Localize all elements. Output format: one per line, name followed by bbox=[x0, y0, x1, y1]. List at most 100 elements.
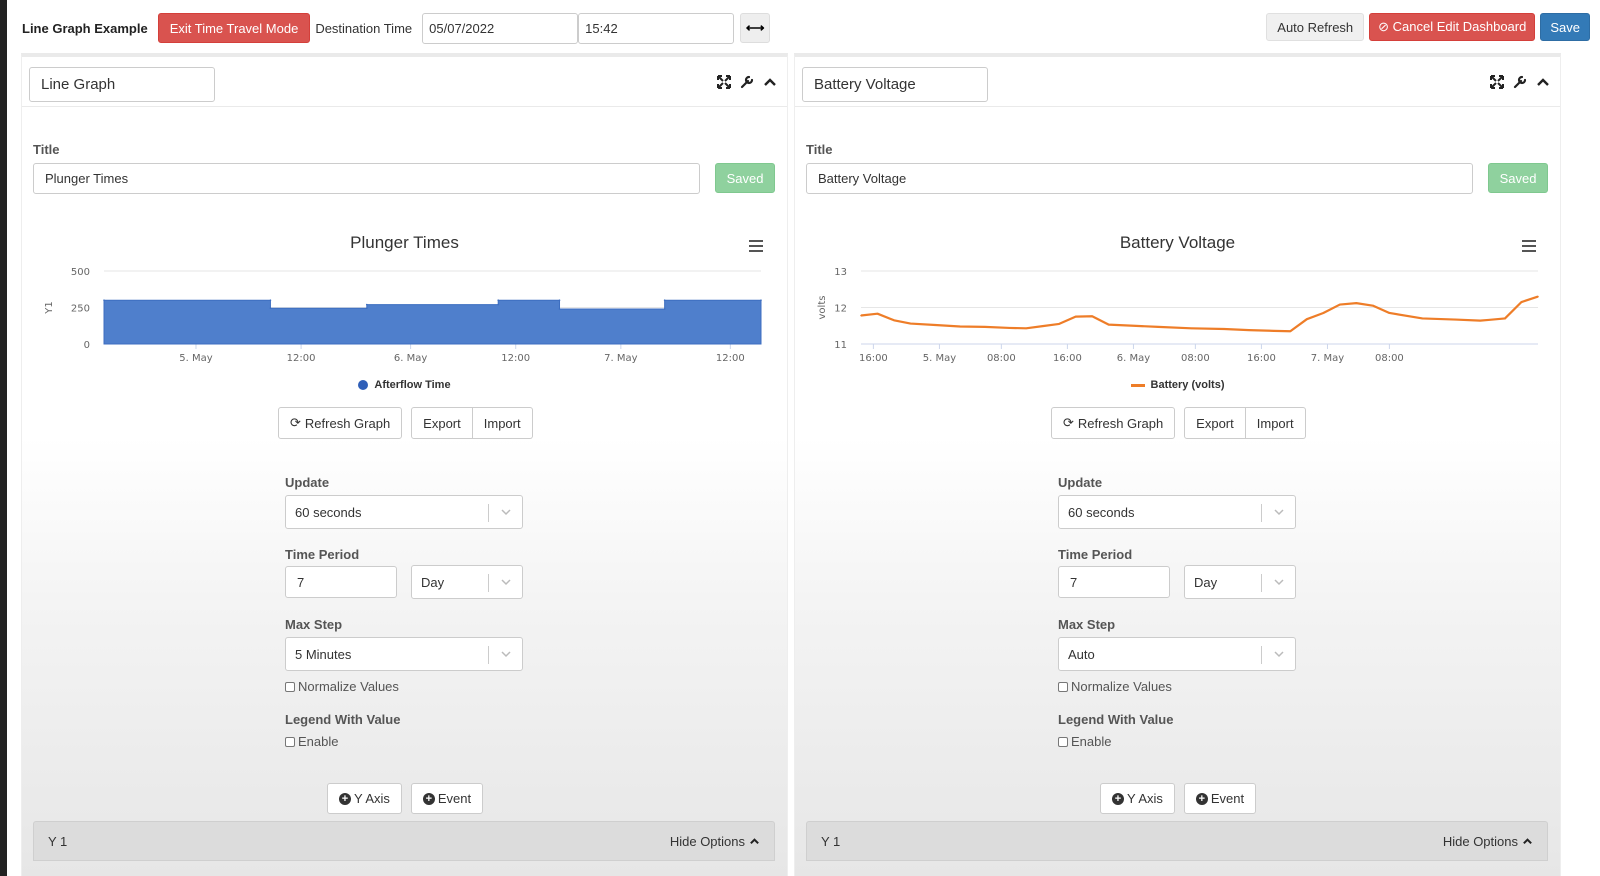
chart-title: Plunger Times bbox=[350, 233, 459, 252]
y-tick-label: 250 bbox=[71, 304, 90, 315]
x-tick-label: 16:00 bbox=[859, 353, 888, 364]
chevron-down-icon bbox=[501, 579, 511, 586]
data-point bbox=[1248, 329, 1250, 331]
chart-menu-icon[interactable] bbox=[1521, 239, 1537, 253]
wrench-icon[interactable] bbox=[1513, 75, 1527, 89]
add-actions: + Y Axis + Event bbox=[327, 783, 484, 814]
data-point bbox=[1339, 303, 1341, 306]
hide-options-label: Hide Options bbox=[1442, 834, 1518, 849]
refresh-graph-button[interactable]: ⟳ Refresh Graph bbox=[278, 407, 403, 439]
y-tick-label: 13 bbox=[834, 267, 847, 278]
update-select[interactable]: 60 seconds bbox=[1058, 495, 1296, 529]
widget-name-input[interactable]: Line Graph bbox=[29, 67, 215, 102]
enable-checkbox[interactable]: Enable bbox=[1058, 734, 1111, 749]
legend-with-value-label: Legend With Value bbox=[1058, 712, 1174, 727]
hide-options-toggle[interactable]: Hide Options bbox=[670, 834, 760, 849]
collapse-chevron-icon[interactable] bbox=[763, 75, 777, 89]
checkbox-box bbox=[285, 681, 295, 692]
graph-actions: ⟳ Refresh Graph Export Import bbox=[1051, 407, 1306, 439]
chevron-up-icon bbox=[1523, 838, 1532, 845]
max-step-select[interactable]: 5 Minutes bbox=[285, 637, 523, 671]
x-tick-label: 12:00 bbox=[716, 353, 745, 364]
select-separator bbox=[1261, 646, 1262, 664]
data-point bbox=[103, 299, 105, 301]
y1-label: Y 1 bbox=[821, 834, 841, 849]
update-label: Update bbox=[1058, 475, 1103, 490]
legend-with-value-label: Legend With Value bbox=[285, 712, 401, 727]
add-event-label: Event bbox=[1210, 791, 1245, 806]
data-point bbox=[1058, 323, 1060, 325]
time-period-input[interactable]: 7 bbox=[285, 566, 397, 598]
chevron-down-icon bbox=[1274, 651, 1284, 658]
max-step-label: Max Step bbox=[1058, 617, 1116, 632]
save-button[interactable]: Save bbox=[1540, 13, 1590, 41]
plus-circle-icon: + bbox=[339, 792, 351, 805]
export-import-group: Export Import bbox=[411, 407, 533, 439]
saved-button[interactable]: Saved bbox=[715, 163, 775, 193]
widget-name-input[interactable]: Battery Voltage bbox=[802, 67, 988, 102]
x-tick-label: 7. May bbox=[1311, 353, 1344, 364]
data-point bbox=[1091, 315, 1093, 318]
title-label: Title bbox=[33, 142, 60, 157]
normalize-values-checkbox[interactable]: Normalize Values bbox=[285, 679, 399, 694]
panel-header: Line Graph bbox=[22, 57, 787, 107]
chart-menu-icon[interactable] bbox=[748, 239, 764, 253]
chart-legend[interactable]: Battery (volts) bbox=[795, 379, 1560, 391]
refresh-graph-button[interactable]: ⟳ Refresh Graph bbox=[1051, 407, 1176, 439]
checkbox-box bbox=[1058, 736, 1068, 747]
refresh-icon: ⟳ bbox=[1063, 415, 1074, 430]
data-point bbox=[1520, 301, 1523, 303]
expand-icon[interactable] bbox=[1490, 75, 1504, 89]
time-period-unit-select[interactable]: Day bbox=[411, 565, 523, 599]
checkbox-box bbox=[1058, 681, 1068, 692]
add-event-button[interactable]: + Event bbox=[1183, 783, 1257, 814]
y-tick-label: 11 bbox=[834, 340, 847, 351]
data-point bbox=[497, 303, 500, 306]
chart-legend[interactable]: Afterflow Time bbox=[22, 379, 787, 391]
checkbox-box bbox=[285, 736, 295, 747]
y1-section-header: Y 1 Hide Options bbox=[806, 821, 1548, 861]
import-button[interactable]: Import bbox=[472, 407, 533, 439]
normalize-values-checkbox[interactable]: Normalize Values bbox=[1058, 679, 1172, 694]
widget-panel-battery: Battery Voltage Title Battery Voltage Sa… bbox=[794, 53, 1561, 876]
add-event-button[interactable]: + Event bbox=[410, 783, 484, 814]
enable-label: Enable bbox=[1071, 734, 1112, 749]
destination-date-input[interactable]: 05/07/2022 bbox=[422, 12, 579, 44]
data-point bbox=[1322, 312, 1325, 314]
y-tick-label: 500 bbox=[71, 267, 90, 278]
hide-options-toggle[interactable]: Hide Options bbox=[1443, 834, 1533, 849]
cancel-edit-dashboard-button[interactable]: ⊘ Cancel Edit Dashboard bbox=[1369, 13, 1536, 41]
data-point bbox=[663, 308, 666, 310]
auto-refresh-button[interactable]: Auto Refresh bbox=[1266, 13, 1365, 41]
wrench-icon[interactable] bbox=[740, 75, 754, 89]
x-tick-label: 5. May bbox=[179, 353, 212, 364]
data-point bbox=[1454, 318, 1457, 321]
top-toolbar: Line Graph Example Exit Time Travel Mode… bbox=[7, 0, 1600, 56]
max-step-select[interactable]: Auto bbox=[1058, 637, 1296, 671]
time-range-arrow-button[interactable]: ⟷ bbox=[740, 13, 771, 43]
data-point bbox=[959, 325, 961, 328]
expand-icon[interactable] bbox=[717, 75, 731, 89]
exit-time-travel-button[interactable]: Exit Time Travel Mode bbox=[157, 13, 311, 43]
enable-checkbox[interactable]: Enable bbox=[285, 734, 338, 749]
time-period-input[interactable]: 7 bbox=[1058, 566, 1170, 598]
add-y-axis-label: Y Axis bbox=[1127, 791, 1163, 806]
data-point bbox=[269, 299, 272, 301]
add-y-axis-button[interactable]: + Y Axis bbox=[327, 783, 402, 814]
export-button[interactable]: Export bbox=[1184, 407, 1246, 439]
title-input[interactable]: Battery Voltage bbox=[806, 163, 1473, 194]
import-button[interactable]: Import bbox=[1245, 407, 1306, 439]
panel-header-icons bbox=[717, 75, 777, 89]
select-separator bbox=[488, 504, 489, 522]
update-select[interactable]: 60 seconds bbox=[285, 495, 523, 529]
destination-time-input[interactable]: 15:42 bbox=[578, 12, 735, 44]
add-y-axis-button[interactable]: + Y Axis bbox=[1100, 783, 1175, 814]
data-point bbox=[984, 326, 986, 328]
collapse-chevron-icon[interactable] bbox=[1536, 75, 1550, 89]
data-point bbox=[934, 324, 937, 326]
export-button[interactable]: Export bbox=[411, 407, 473, 439]
title-input[interactable]: Plunger Times bbox=[33, 163, 700, 194]
data-point bbox=[1107, 323, 1110, 326]
saved-button[interactable]: Saved bbox=[1488, 163, 1548, 193]
time-period-unit-select[interactable]: Day bbox=[1184, 565, 1296, 599]
